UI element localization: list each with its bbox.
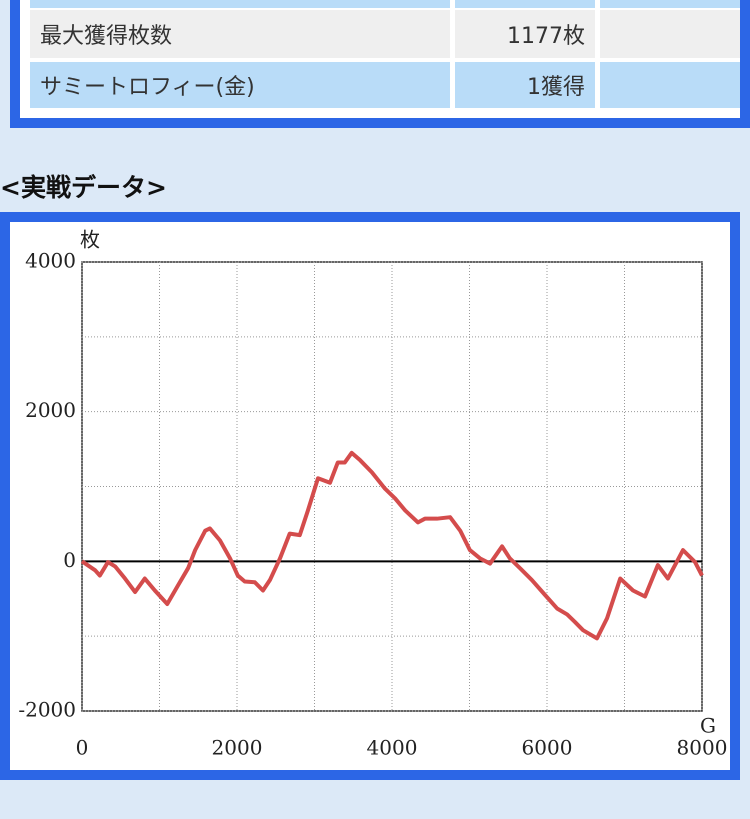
cell bbox=[600, 10, 740, 58]
row-value: 1177枚 bbox=[455, 10, 595, 58]
cell bbox=[455, 0, 595, 8]
x-axis-label: G bbox=[700, 714, 716, 738]
row-label: 最大獲得枚数 bbox=[30, 10, 450, 58]
x-tick-label: 0 bbox=[76, 736, 89, 760]
y-tick-label: 2000 bbox=[25, 398, 76, 422]
cell bbox=[600, 0, 740, 8]
x-tick-label: 2000 bbox=[212, 736, 263, 760]
data-line bbox=[80, 450, 704, 641]
cell bbox=[30, 0, 450, 8]
x-tick-label: 4000 bbox=[367, 736, 418, 760]
section-heading: <実戦データ> bbox=[0, 173, 167, 202]
x-tick-label: 6000 bbox=[522, 736, 573, 760]
y-tick-label: -2000 bbox=[18, 698, 76, 722]
y-axis-label: 枚 bbox=[80, 228, 100, 252]
x-tick-label: 8000 bbox=[677, 736, 728, 760]
cell bbox=[600, 62, 740, 108]
y-tick-label: 4000 bbox=[25, 249, 76, 273]
row-label: サミートロフィー(金) bbox=[30, 62, 450, 108]
stats-table: 最大獲得枚数 1177枚 サミートロフィー(金) 1獲得 bbox=[10, 0, 750, 128]
y-tick-label: 0 bbox=[63, 548, 76, 572]
row-value: 1獲得 bbox=[455, 62, 595, 108]
